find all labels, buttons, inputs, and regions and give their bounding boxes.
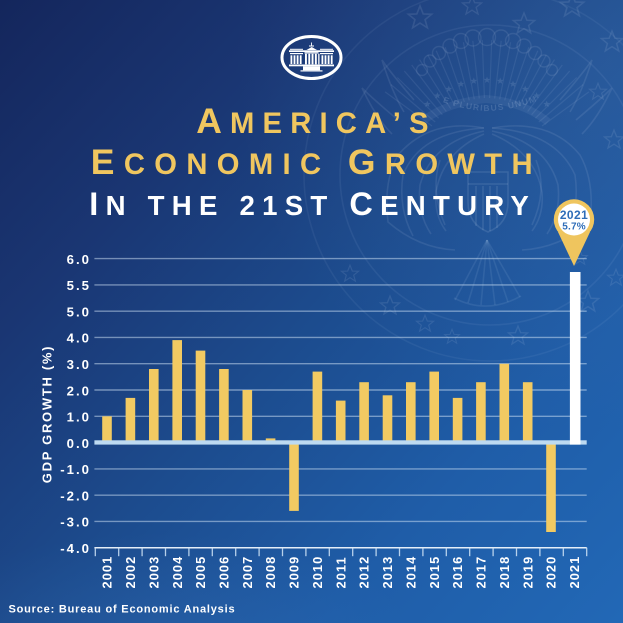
svg-text:2.0: 2.0 [67, 383, 91, 398]
svg-text:2015: 2015 [427, 556, 442, 589]
svg-text:5.5: 5.5 [67, 278, 91, 293]
svg-text:0.0: 0.0 [67, 436, 91, 451]
svg-text:GDP GROWTH (%): GDP GROWTH (%) [40, 345, 55, 483]
svg-text:-3.0: -3.0 [60, 515, 91, 530]
svg-text:2016: 2016 [450, 556, 465, 589]
svg-text:5.7%: 5.7% [562, 222, 586, 233]
svg-text:2018: 2018 [497, 556, 512, 589]
svg-text:2014: 2014 [403, 556, 418, 589]
svg-text:2005: 2005 [193, 556, 208, 589]
svg-text:2021: 2021 [560, 208, 588, 222]
svg-text:-4.0: -4.0 [60, 541, 91, 556]
svg-text:2010: 2010 [310, 556, 325, 589]
svg-text:4.0: 4.0 [67, 331, 91, 346]
svg-text:2007: 2007 [240, 556, 255, 589]
svg-text:2001: 2001 [100, 556, 115, 589]
svg-text:2011: 2011 [333, 556, 348, 588]
svg-text:2019: 2019 [520, 556, 535, 589]
svg-text:5.0: 5.0 [67, 305, 91, 320]
svg-text:1.0: 1.0 [67, 410, 91, 425]
svg-text:3.0: 3.0 [67, 357, 91, 372]
svg-text:-2.0: -2.0 [60, 489, 91, 504]
svg-text:6.0: 6.0 [67, 252, 91, 267]
svg-text:2002: 2002 [123, 556, 138, 589]
svg-text:2004: 2004 [170, 556, 185, 589]
svg-text:2006: 2006 [217, 556, 232, 589]
svg-text:-1.0: -1.0 [60, 462, 91, 477]
svg-text:2003: 2003 [146, 556, 161, 589]
svg-text:2012: 2012 [357, 556, 372, 589]
svg-text:2013: 2013 [380, 556, 395, 589]
svg-text:2009: 2009 [287, 556, 302, 589]
svg-text:2021: 2021 [567, 556, 582, 589]
svg-text:2020: 2020 [544, 556, 559, 589]
svg-text:Source: Bureau of Economic Ana: Source: Bureau of Economic Analysis [9, 604, 236, 616]
svg-text:2008: 2008 [263, 556, 278, 589]
svg-text:2017: 2017 [474, 556, 489, 589]
